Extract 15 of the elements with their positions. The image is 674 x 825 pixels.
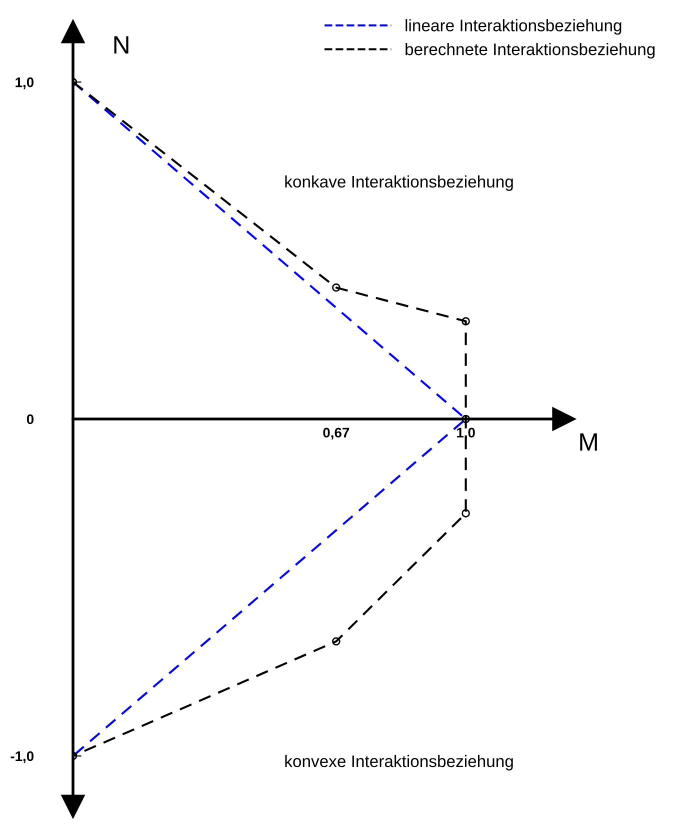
legend-label: lineare Interaktionsbeziehung [406,19,622,35]
point [462,509,470,518]
annotation: konkave Interaktionsbeziehung [285,175,513,191]
y-tick-label: 0 [26,414,34,424]
point [332,637,340,646]
point [332,283,340,292]
x-axis-title: M [580,433,597,451]
point [462,414,470,424]
y-tick-label: 1,0 [16,77,34,90]
y-tick-label: -1,0 [10,751,34,764]
y-axis-title: N [114,36,128,54]
x-tick-label: 0,67 [323,428,350,440]
legend-label: berechnete Interaktionsbeziehung [406,42,655,59]
point [462,317,470,326]
annotation: konvexe Interaktionsbeziehung [285,754,513,770]
